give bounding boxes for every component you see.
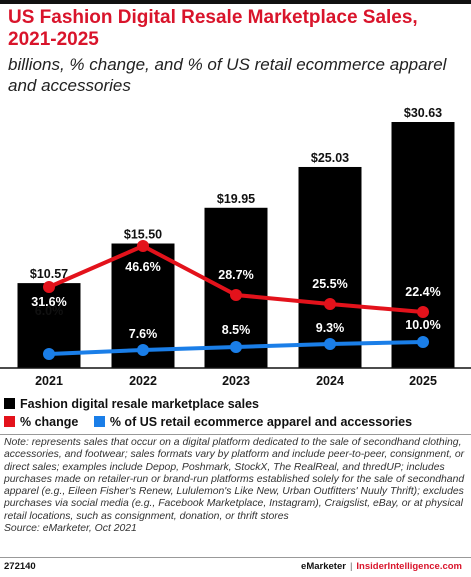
chart-note: Note: represents sales that occur on a d… xyxy=(4,437,466,535)
legend-item-change: % change xyxy=(4,415,82,429)
top-rule xyxy=(0,0,471,4)
point-share-2021 xyxy=(43,348,55,360)
bar-label-2025: $30.63 xyxy=(404,106,442,120)
point-change-2024 xyxy=(324,298,336,310)
label-change-2023: 28.7% xyxy=(218,268,253,282)
source-text: Source: eMarketer, Oct 2021 xyxy=(4,523,137,535)
chart: $10.57 $15.50 $19.95 $25.03 $30.63 2021 2022 20… xyxy=(0,106,471,388)
footer: 272140 eMarketer | InsiderIntelligence.com xyxy=(4,561,466,572)
legend-swatch-change xyxy=(4,416,15,427)
brand-insider-intelligence: InsiderIntelligence.com xyxy=(356,561,462,572)
point-share-2024 xyxy=(324,338,336,350)
label-share-2024: 9.3% xyxy=(316,321,345,335)
x-tick-2024: 2024 xyxy=(316,374,344,388)
x-tick-2021: 2021 xyxy=(35,374,63,388)
label-change-2022: 46.6% xyxy=(125,260,160,274)
label-share-2021: 6.0% xyxy=(35,304,64,318)
legend-label-share: % of US retail ecommerce apparel and acc… xyxy=(109,415,413,429)
x-tick-2022: 2022 xyxy=(129,374,157,388)
legend-label-change: % change xyxy=(20,415,79,429)
x-tick-2023: 2023 xyxy=(222,374,250,388)
legend-row-1: Fashion digital resale marketplace sales xyxy=(4,397,271,411)
legend-row-2: % change % of US retail ecommerce appare… xyxy=(4,415,424,429)
point-change-2023 xyxy=(230,289,242,301)
label-change-2025: 22.4% xyxy=(405,285,440,299)
legend-swatch-sales xyxy=(4,398,15,409)
point-share-2025 xyxy=(417,336,429,348)
label-share-2025: 10.0% xyxy=(405,318,440,332)
bar-2024 xyxy=(298,166,362,368)
note-text: Note: represents sales that occur on a d… xyxy=(4,437,465,522)
footer-divider xyxy=(0,557,471,558)
legend-swatch-share xyxy=(93,416,105,427)
legend-item-share: % of US retail ecommerce apparel and acc… xyxy=(93,415,413,429)
footer-separator: | xyxy=(349,561,353,572)
chart-id: 272140 xyxy=(4,561,36,572)
point-change-2022 xyxy=(137,240,149,252)
label-change-2024: 25.5% xyxy=(312,277,347,291)
footer-brands: eMarketer | InsiderIntelligence.com xyxy=(301,561,462,572)
bar-label-2021: $10.57 xyxy=(30,267,68,281)
legend-label-sales: Fashion digital resale marketplace sales xyxy=(20,397,260,411)
point-change-2025 xyxy=(417,306,429,318)
point-change-2021 xyxy=(43,281,55,293)
brand-emarketer: eMarketer xyxy=(301,561,346,572)
x-tick-2025: 2025 xyxy=(409,374,437,388)
point-share-2023 xyxy=(230,341,242,353)
label-share-2023: 8.5% xyxy=(222,323,251,337)
point-share-2022 xyxy=(137,344,149,356)
chart-title: US Fashion Digital Resale Marketplace Sa… xyxy=(8,7,418,50)
legend-item-sales: Fashion digital resale marketplace sales xyxy=(4,397,259,411)
label-share-2022: 7.6% xyxy=(129,327,158,341)
bar-label-2023: $19.95 xyxy=(217,192,255,206)
note-divider xyxy=(0,434,471,435)
label-change-2021: 31.6% xyxy=(31,295,66,309)
bar-label-2024: $25.03 xyxy=(311,151,349,165)
bar-label-2022: $15.50 xyxy=(124,228,162,242)
bar-2025 xyxy=(391,122,455,368)
chart-subtitle: billions, % change, and % of US retail e… xyxy=(8,55,447,95)
